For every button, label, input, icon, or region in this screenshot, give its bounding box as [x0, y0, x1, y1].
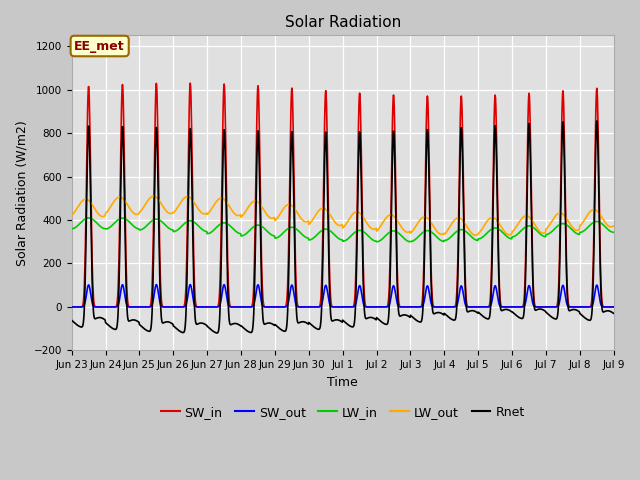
SW_in	[470, 304, 478, 310]
SW_out	[318, 300, 326, 305]
Rnet	[550, 315, 557, 321]
LW_in	[84, 215, 92, 221]
SW_in	[550, 304, 557, 310]
LW_out	[470, 232, 478, 238]
SW_in	[152, 81, 160, 86]
LW_in	[68, 226, 76, 232]
Text: EE_met: EE_met	[74, 39, 125, 52]
Line: Rnet: Rnet	[72, 121, 613, 333]
SW_out	[68, 304, 76, 310]
LW_in	[372, 239, 380, 245]
Legend: SW_in, SW_out, LW_in, LW_out, Rnet: SW_in, SW_out, LW_in, LW_out, Rnet	[156, 401, 529, 424]
LW_out	[609, 223, 617, 229]
SW_in	[609, 304, 617, 310]
Title: Solar Radiation: Solar Radiation	[285, 15, 401, 30]
LW_out	[153, 195, 161, 201]
LW_in	[609, 229, 617, 235]
LW_out	[68, 213, 76, 218]
LW_out	[550, 215, 558, 221]
LW_in	[471, 237, 479, 242]
LW_in	[328, 230, 336, 236]
SW_in	[328, 304, 336, 310]
SW_out	[470, 304, 478, 310]
LW_in	[550, 227, 558, 232]
Line: LW_out: LW_out	[72, 196, 613, 235]
Rnet	[152, 125, 160, 131]
SW_out	[152, 282, 160, 288]
SW_out	[603, 304, 611, 310]
SW_out	[328, 304, 336, 310]
SW_in	[186, 80, 194, 86]
Rnet	[593, 118, 601, 124]
LW_out	[328, 216, 336, 221]
LW_out	[472, 232, 479, 238]
Rnet	[68, 317, 76, 323]
LW_in	[153, 216, 161, 222]
SW_out	[609, 304, 617, 310]
SW_in	[318, 259, 326, 264]
Rnet	[213, 330, 221, 336]
Rnet	[609, 311, 617, 316]
LW_out	[318, 205, 326, 211]
LW_out	[604, 222, 611, 228]
LW_in	[318, 228, 326, 233]
LW_out	[150, 193, 157, 199]
Line: SW_in: SW_in	[72, 83, 613, 307]
LW_in	[604, 226, 611, 231]
Rnet	[470, 308, 478, 314]
SW_out	[550, 304, 557, 310]
Rnet	[604, 308, 611, 314]
Line: SW_out: SW_out	[72, 285, 613, 307]
Line: LW_in: LW_in	[72, 218, 613, 242]
Rnet	[328, 318, 336, 324]
SW_out	[186, 282, 194, 288]
SW_in	[603, 304, 611, 310]
Y-axis label: Solar Radiation (W/m2): Solar Radiation (W/m2)	[15, 120, 28, 266]
X-axis label: Time: Time	[327, 376, 358, 389]
SW_in	[68, 304, 76, 310]
Rnet	[318, 285, 326, 291]
